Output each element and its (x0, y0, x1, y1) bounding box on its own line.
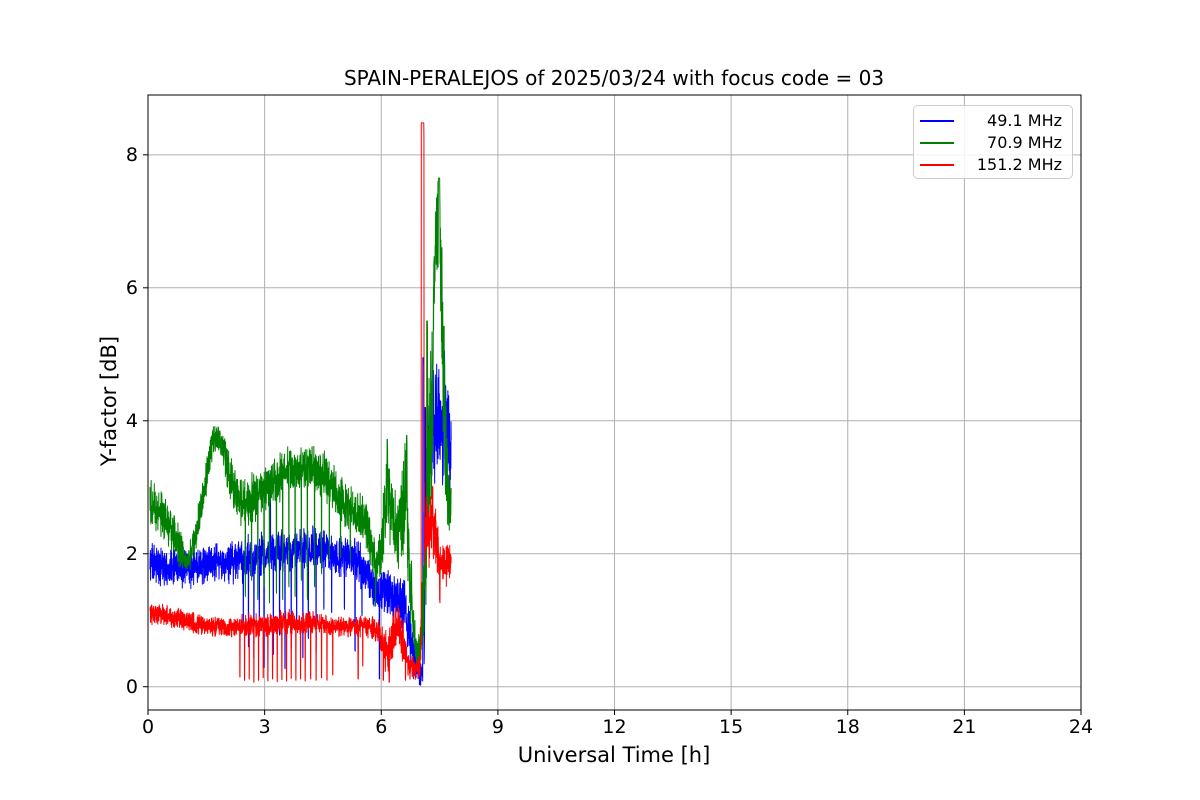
y-tick-label: 0 (125, 675, 138, 698)
y-tick-label: 8 (125, 143, 138, 166)
x-axis-label: Universal Time [h] (517, 743, 711, 767)
chart-title: SPAIN-PERALEJOS of 2025/03/24 with focus… (343, 66, 885, 90)
legend-item: 151.2 MHz (920, 154, 1062, 176)
x-tick-label: 3 (258, 716, 271, 738)
legend-line-swatch (920, 164, 954, 166)
legend-item: 70.9 MHz (920, 132, 1062, 154)
legend-label: 151.2 MHz (976, 155, 1062, 174)
x-tick-label: 15 (719, 716, 744, 738)
x-tick-label: 0 (141, 716, 155, 738)
legend-line-swatch (920, 142, 954, 144)
x-tick-label: 6 (375, 716, 388, 738)
x-tick-label: 9 (491, 716, 504, 738)
legend-label: 70.9 MHz (987, 133, 1062, 152)
y-tick-label: 6 (125, 276, 138, 299)
legend-item: 49.1 MHz (920, 110, 1062, 132)
x-tick-label: 24 (1068, 716, 1094, 738)
y-tick-label: 2 (125, 542, 138, 565)
y-axis-label: Y-factor [dB] (97, 335, 121, 467)
legend: 49.1 MHz 70.9 MHz 151.2 MHz (913, 105, 1073, 179)
x-tick-label: 21 (952, 716, 977, 738)
legend-label: 49.1 MHz (987, 111, 1062, 130)
legend-line-swatch (920, 120, 954, 122)
x-tick-label: 12 (602, 716, 627, 738)
x-tick-label: 18 (835, 716, 860, 738)
y-tick-label: 4 (125, 409, 138, 432)
